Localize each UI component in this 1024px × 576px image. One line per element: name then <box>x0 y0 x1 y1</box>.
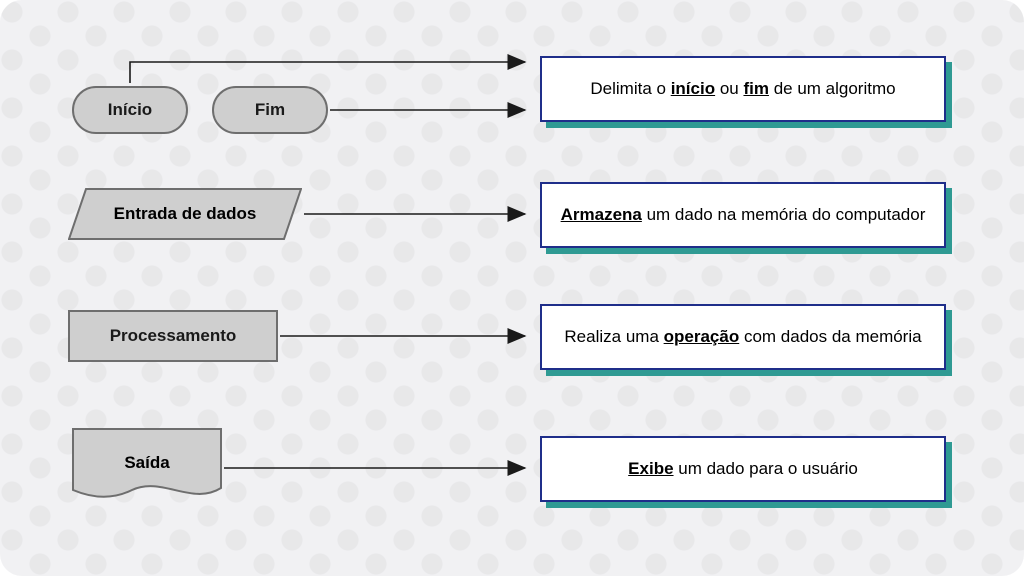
shape-output-label: Saída <box>72 420 222 506</box>
desc-process-text: Realiza uma operação com dados da memóri… <box>564 326 921 349</box>
desc-output-text: Exibe um dado para o usuário <box>628 458 858 481</box>
diagram-canvas: Início Fim Delimita o início ou fim de u… <box>0 0 1024 576</box>
desc-input-text: Armazena um dado na memória do computado… <box>561 204 926 227</box>
desc-terminator: Delimita o início ou fim de um algoritmo <box>540 56 946 122</box>
shape-process-label: Processamento <box>110 326 237 346</box>
arrow-inicio <box>130 62 525 83</box>
shape-input: Entrada de dados <box>68 188 302 240</box>
terminator-inicio: Início <box>72 86 188 134</box>
desc-output: Exibe um dado para o usuário <box>540 436 946 502</box>
terminator-fim-label: Fim <box>255 100 285 120</box>
shape-output: Saída <box>72 428 222 506</box>
terminator-inicio-label: Início <box>108 100 152 120</box>
desc-input: Armazena um dado na memória do computado… <box>540 182 946 248</box>
shape-process: Processamento <box>68 310 278 362</box>
desc-terminator-text: Delimita o início ou fim de um algoritmo <box>590 78 895 101</box>
terminator-fim: Fim <box>212 86 328 134</box>
desc-process: Realiza uma operação com dados da memóri… <box>540 304 946 370</box>
shape-input-label: Entrada de dados <box>68 188 302 240</box>
